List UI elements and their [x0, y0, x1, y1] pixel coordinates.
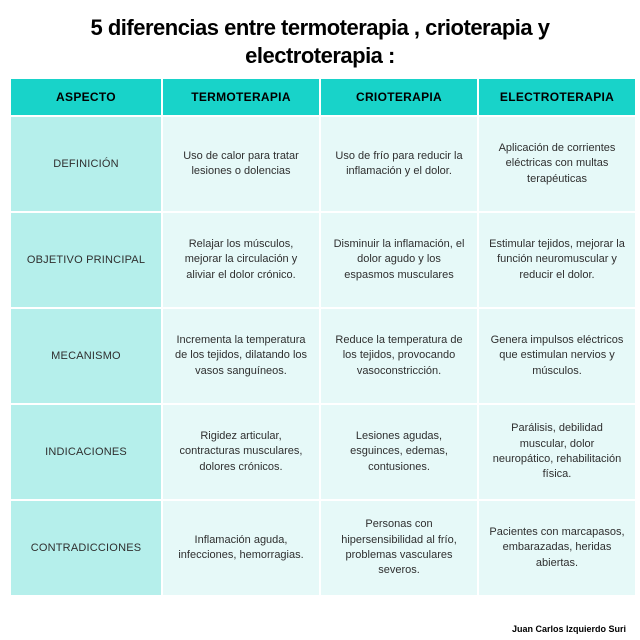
row-label: DEFINICIÓN: [11, 117, 161, 211]
cell-crio: Reduce la temperatura de los tejidos, pr…: [321, 309, 477, 403]
cell-crio: Personas con hipersensibilidad al frío, …: [321, 501, 477, 595]
cell-crio: Disminuir la inflamación, el dolor agudo…: [321, 213, 477, 307]
cell-electro: Pacientes con marcapasos, embarazadas, h…: [479, 501, 635, 595]
col-header-electro: ELECTROTERAPIA: [479, 79, 635, 115]
cell-crio: Uso de frío para reducir la inflamación …: [321, 117, 477, 211]
row-label: CONTRADICCIONES: [11, 501, 161, 595]
row-label: MECANISMO: [11, 309, 161, 403]
cell-termo: Uso de calor para tratar lesiones o dole…: [163, 117, 319, 211]
cell-electro: Estimular tejidos, mejorar la función ne…: [479, 213, 635, 307]
comparison-table: ASPECTO TERMOTERAPIA CRIOTERAPIA ELECTRO…: [11, 79, 629, 595]
cell-termo: Relajar los músculos, mejorar la circula…: [163, 213, 319, 307]
cell-termo: Rigidez articular, contracturas muscular…: [163, 405, 319, 499]
col-header-aspecto: ASPECTO: [11, 79, 161, 115]
cell-electro: Parálisis, debilidad muscular, dolor neu…: [479, 405, 635, 499]
row-label: OBJETIVO PRINCIPAL: [11, 213, 161, 307]
col-header-termo: TERMOTERAPIA: [163, 79, 319, 115]
cell-crio: Lesiones agudas, esguinces, edemas, cont…: [321, 405, 477, 499]
author-credit: Juan Carlos Izquierdo Suri: [512, 624, 626, 634]
row-label: INDICACIONES: [11, 405, 161, 499]
cell-termo: Inflamación aguda, infecciones, hemorrag…: [163, 501, 319, 595]
page-title: 5 diferencias entre termoterapia , criot…: [0, 0, 640, 79]
cell-electro: Aplicación de corrientes eléctricas con …: [479, 117, 635, 211]
cell-electro: Genera impulsos eléctricos que estimulan…: [479, 309, 635, 403]
col-header-crio: CRIOTERAPIA: [321, 79, 477, 115]
cell-termo: Incrementa la temperatura de los tejidos…: [163, 309, 319, 403]
